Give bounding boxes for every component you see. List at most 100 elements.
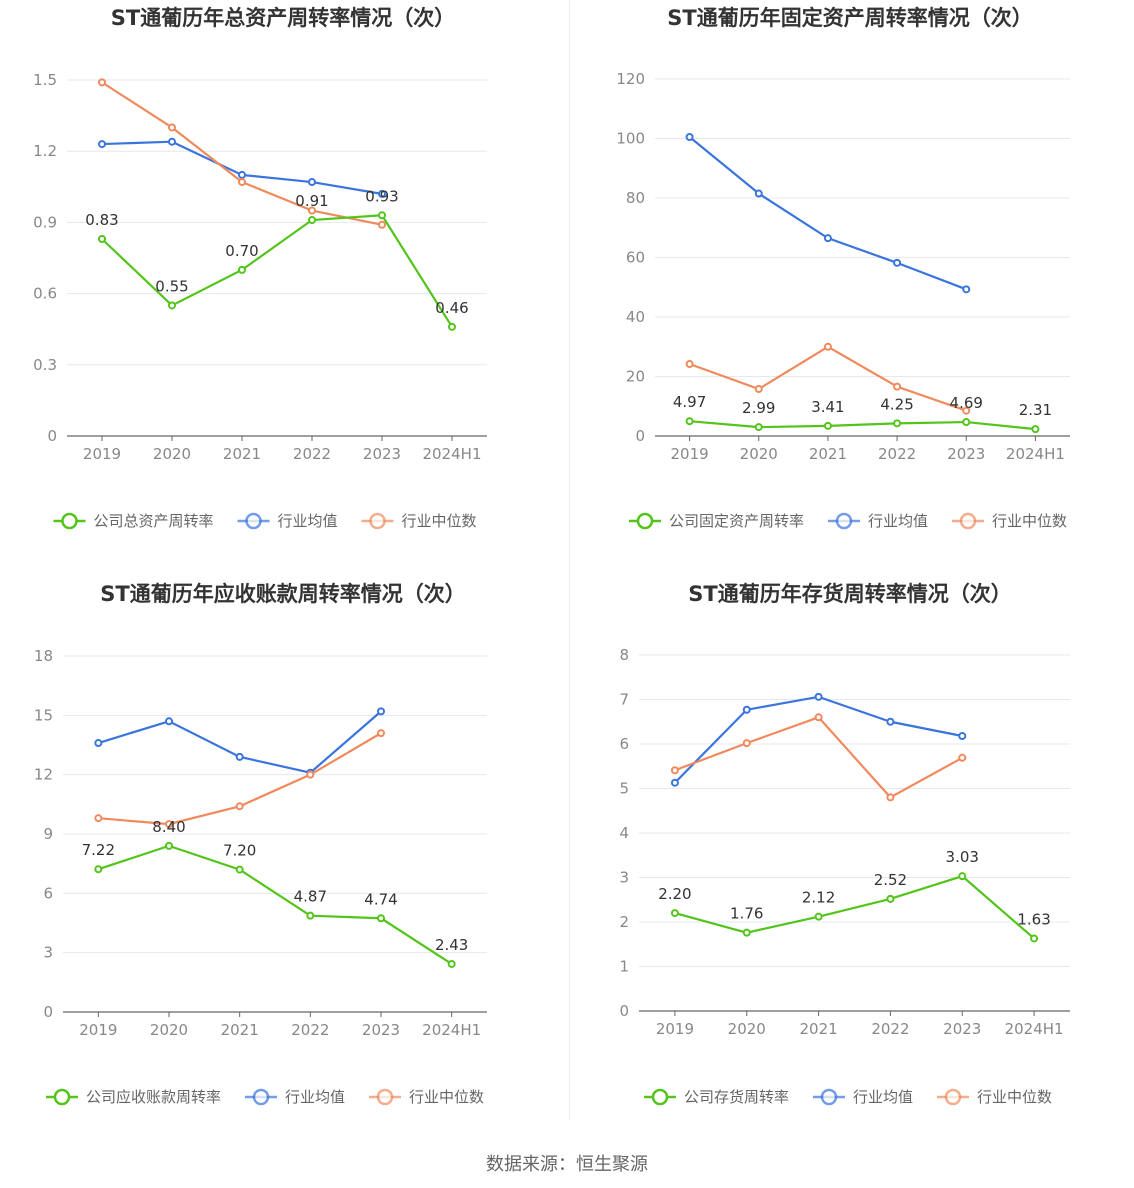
series-line-company [689,420,1036,431]
data-point-median [685,360,694,369]
x-tick-label: 2020 [728,1020,766,1038]
series-line-company [97,844,453,965]
y-tick-label: 1.2 [33,142,57,160]
data-point-avg [238,170,246,179]
data-label: 8.40 [152,818,185,836]
y-tick-label: 7 [619,691,629,709]
chart-panel-receivables-turnover: ST通葡历年应收账款周转率情况（次） 0 3 6 9 12 15 18 2019 2020 2021… [0,576,567,1152]
x-tick-label: 2022 [291,1021,329,1039]
chart-title: ST通葡历年存货周转率情况（次） [688,582,1011,606]
data-point-median [168,123,176,132]
data-point-company [962,418,971,427]
data-point-median [235,802,244,811]
y-tick-label: 1.5 [33,71,57,89]
data-point-company [886,894,895,903]
legend-item-median[interactable]: 行业中位数 [937,1088,1052,1106]
legend-item-avg[interactable]: 行业均值 [245,1088,345,1106]
chart-panel-total-asset-turnover: ST通葡历年总资产周转率情况（次） 0 0.3 0.6 0.9 1.2 1.5 2019 202… [0,0,567,576]
y-tick-label: 0 [619,1002,629,1020]
series-line-avg [98,710,382,774]
x-tick-label: 2021 [221,1021,259,1039]
legend-item-median[interactable]: 行业中位数 [369,1088,484,1106]
legend-label: 行业中位数 [992,512,1067,530]
data-label: 2.52 [874,871,907,889]
legend-item-avg[interactable]: 行业均值 [828,512,928,530]
data-point-median [238,178,246,187]
legend-item-company[interactable]: 公司应收账款周转率 [46,1088,221,1106]
data-point-company [814,912,823,921]
y-tick-label: 15 [34,706,53,724]
data-point-company [447,959,456,968]
x-tick-label: 2020 [153,445,191,463]
x-tick-label: 2024H1 [423,445,482,463]
legend-item-company[interactable]: 公司存货周转率 [644,1088,789,1106]
data-point-median [94,814,103,823]
data-point-median [377,729,385,738]
y-tick-label: 4 [619,824,629,842]
data-label: 3.03 [946,848,979,866]
data-point-avg [893,258,902,267]
data-point-company [670,909,679,918]
data-point-avg [98,140,106,149]
x-tick-label: 2024H1 [1006,445,1065,463]
data-label: 2.43 [435,936,468,954]
legend-item-company[interactable]: 公司固定资产周转率 [629,512,804,530]
data-point-avg [962,285,971,294]
legend-item-median[interactable]: 行业中位数 [361,512,477,530]
chart-title: ST通葡历年应收账款周转率情况（次） [100,582,465,606]
data-point-median [306,770,315,779]
data-point-company [306,911,315,920]
data-label: 4.87 [294,888,327,906]
y-tick-label: 0.9 [33,213,57,231]
data-label: 0.55 [155,277,188,295]
legend-item-avg[interactable]: 行业均值 [237,512,338,530]
data-label: 2.99 [742,399,775,417]
data-point-company [1031,425,1040,434]
chart-receivables-turnover: ST通葡历年应收账款周转率情况（次） 0 3 6 9 12 15 18 2019 2020 2021… [34,582,487,1106]
series-line-company [101,214,453,328]
data-label: 4.69 [950,394,983,412]
data-label: 2.31 [1019,401,1052,419]
data-label: 2.12 [802,889,835,907]
x-tick-label: 2024H1 [422,1021,481,1039]
data-label: 7.20 [223,842,256,860]
data-point-avg [958,731,967,740]
panel-divider-vertical [569,0,570,1120]
y-tick-label: 3 [43,944,53,962]
legend-label: 行业中位数 [409,1088,484,1106]
data-point-avg [308,178,316,187]
series-line-avg [101,140,383,196]
data-point-avg [94,739,103,748]
y-tick-label: 1 [619,958,629,976]
x-tick-label: 2021 [223,445,261,463]
y-tick-label: 120 [616,70,645,88]
data-point-avg [235,752,244,761]
legend-label: 行业均值 [285,1088,345,1106]
legend-marker-icon [61,512,78,530]
y-tick-label: 5 [619,780,629,798]
series-line-median [674,716,963,799]
data-point-median [754,384,763,393]
x-tick-label: 2019 [83,445,121,463]
x-tick-label: 2022 [871,1020,909,1038]
data-point-median [893,382,902,391]
legend-marker-icon [376,1088,394,1106]
legend-item-median[interactable]: 行业中位数 [952,512,1067,530]
data-point-avg [754,189,763,198]
data-label: 4.97 [673,393,706,411]
x-tick-label: 2019 [670,445,708,463]
chart-panel-fixed-asset-turnover: ST通葡历年固定资产周转率情况（次） 0 20 40 60 80 100 120 2019 202… [567,0,1134,576]
data-point-company [377,914,385,923]
data-point-company [1030,934,1039,943]
x-tick-label: 2021 [799,1020,837,1038]
y-tick-label: 18 [34,647,53,665]
y-tick-label: 0.6 [33,285,57,303]
data-point-company [165,841,173,850]
y-tick-label: 80 [626,189,645,207]
legend-item-avg[interactable]: 行业均值 [813,1088,913,1106]
data-point-median [98,78,106,87]
data-label: 3.41 [811,398,844,416]
legend-item-company[interactable]: 公司总资产周转率 [53,512,214,530]
data-point-company [94,865,103,874]
data-point-avg [165,717,173,726]
